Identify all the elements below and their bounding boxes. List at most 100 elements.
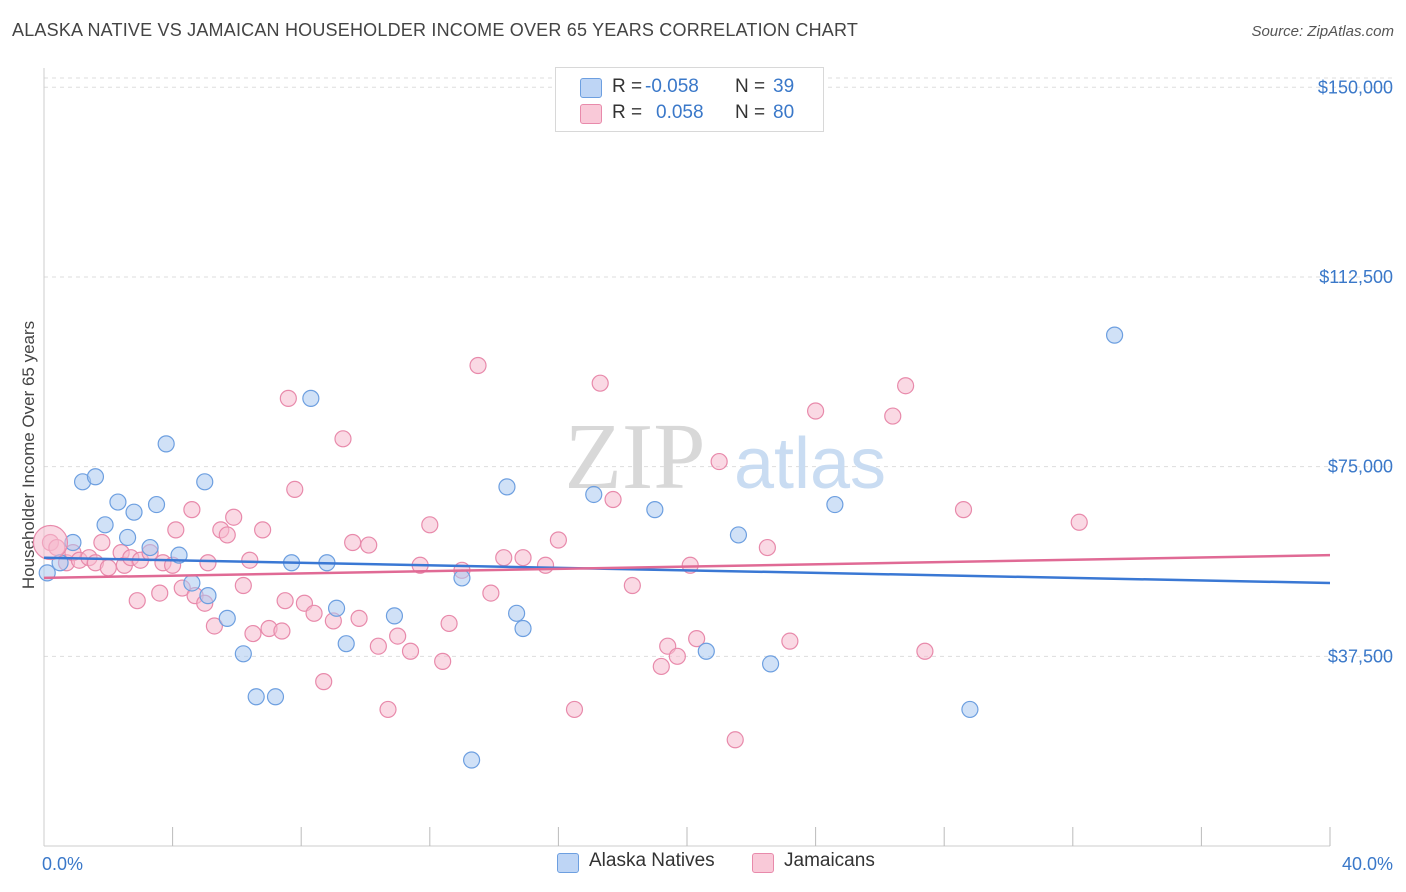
jamaican-point xyxy=(32,524,69,561)
trend-line-alaska-natives xyxy=(43,556,1331,585)
jamaican-point xyxy=(710,452,728,471)
alaska-native-point xyxy=(961,700,979,719)
jamaican-point xyxy=(93,533,111,552)
alaska-native-point xyxy=(697,642,715,660)
source-label: Source: ZipAtlas.com xyxy=(1251,23,1394,40)
gridlines xyxy=(44,77,1395,657)
jamaican-point xyxy=(1070,513,1088,531)
alaska-native-point xyxy=(462,751,481,769)
jamaican-point xyxy=(565,700,584,719)
alaska-native-point xyxy=(826,495,844,514)
jamaican-point xyxy=(279,389,297,407)
jamaican-point xyxy=(434,652,452,670)
alaska-native-point xyxy=(141,538,159,557)
jamaican-point xyxy=(652,657,670,676)
jamaican-point xyxy=(305,604,323,622)
jamaican-point xyxy=(99,559,117,577)
jamaican-point xyxy=(218,526,236,544)
alaska-native-point xyxy=(199,587,217,605)
alaska-native-point xyxy=(183,574,201,592)
jamaican-point xyxy=(225,508,243,526)
legend-r-value: 0.058 xyxy=(656,102,704,123)
alaska-native-point xyxy=(234,645,252,663)
jamaican-point xyxy=(623,576,641,595)
alaska-native-point xyxy=(266,688,285,706)
alaska-native-point xyxy=(218,609,236,627)
legend-n-value: 39 xyxy=(773,76,795,97)
legend-n-value: 80 xyxy=(773,102,795,123)
alaska-native-point xyxy=(125,503,143,521)
jamaican-point xyxy=(286,480,304,499)
correlation-legend: R = -0.058 N = 39 R = 0.058 N = 80 xyxy=(555,67,824,132)
jamaican-point xyxy=(806,402,825,420)
jamaican-point xyxy=(591,374,609,392)
alaska-native-point xyxy=(157,435,175,453)
jamaican-point xyxy=(604,490,622,509)
jamaican-point xyxy=(421,516,439,534)
alaska-native-point xyxy=(147,495,166,514)
jamaican-point xyxy=(241,551,259,569)
y-tick-label: $150,000 xyxy=(1318,77,1393,97)
jamaican-point xyxy=(183,501,201,519)
jamaican-point xyxy=(205,617,223,635)
jamaican-point xyxy=(514,549,532,567)
jamaican-point xyxy=(440,614,458,633)
alaska-native-point xyxy=(585,485,603,504)
legend-n-label: N = xyxy=(735,102,766,123)
jamaican-point xyxy=(315,673,333,691)
jamaican-point xyxy=(254,521,272,539)
jamaican-point xyxy=(897,377,915,395)
data-points xyxy=(32,326,1124,769)
legend-swatch-blue xyxy=(580,78,602,98)
jamaican-point xyxy=(234,576,252,595)
alaska-native-point xyxy=(1105,326,1124,344)
jamaican-point xyxy=(726,731,744,749)
jamaican-point xyxy=(360,536,378,554)
alaska-native-point xyxy=(96,516,114,534)
alaska-native-point xyxy=(508,604,526,622)
jamaican-point xyxy=(469,356,487,375)
y-tick-label: $112,500 xyxy=(1319,267,1393,287)
x-tick-label: 0.0% xyxy=(42,854,83,874)
jamaican-point xyxy=(244,624,262,643)
legend-r-label: R = xyxy=(612,76,643,97)
y-tick-label: $37,500 xyxy=(1328,646,1393,666)
alaska-native-point xyxy=(729,526,748,544)
alaska-native-point xyxy=(302,389,320,407)
bottom-legend-label: Alaska Natives xyxy=(589,850,715,871)
trend-line-jamaicans xyxy=(43,553,1331,580)
axes: 0.0% 40.0% xyxy=(42,68,1393,874)
jamaican-point xyxy=(167,521,185,539)
y-tick-label: $75,000 xyxy=(1328,457,1393,477)
alaska-native-point xyxy=(385,607,404,625)
jamaican-point xyxy=(954,501,973,519)
jamaican-point xyxy=(151,584,169,602)
jamaican-point xyxy=(273,622,291,640)
y-tick-labels: $37,500 $75,000 $112,500 $150,000 xyxy=(1318,77,1393,666)
jamaican-point xyxy=(379,700,397,719)
legend-r-label: R = xyxy=(612,102,643,123)
legend-swatch-pink xyxy=(580,104,602,124)
jamaican-point xyxy=(916,642,934,660)
jamaican-point xyxy=(389,627,407,645)
jamaican-point xyxy=(344,533,362,552)
jamaican-point xyxy=(758,538,776,557)
bottom-legend-label: Jamaicans xyxy=(784,850,875,871)
jamaican-point xyxy=(482,584,500,602)
jamaican-point xyxy=(668,647,686,665)
jamaican-point xyxy=(350,609,368,627)
alaska-native-point xyxy=(196,473,214,491)
bottom-legend-swatch-blue xyxy=(557,853,579,873)
jamaican-point xyxy=(276,592,294,610)
alaska-native-point xyxy=(337,635,355,653)
alaska-native-point xyxy=(453,569,471,587)
watermark: ZIP atlas xyxy=(565,405,887,509)
alaska-native-point xyxy=(646,501,664,519)
jamaican-point xyxy=(128,592,146,610)
alaska-native-point xyxy=(86,468,105,486)
jamaican-point xyxy=(688,630,706,648)
alaska-native-point xyxy=(761,655,780,673)
jamaican-point xyxy=(401,642,420,660)
jamaican-point xyxy=(536,556,555,574)
